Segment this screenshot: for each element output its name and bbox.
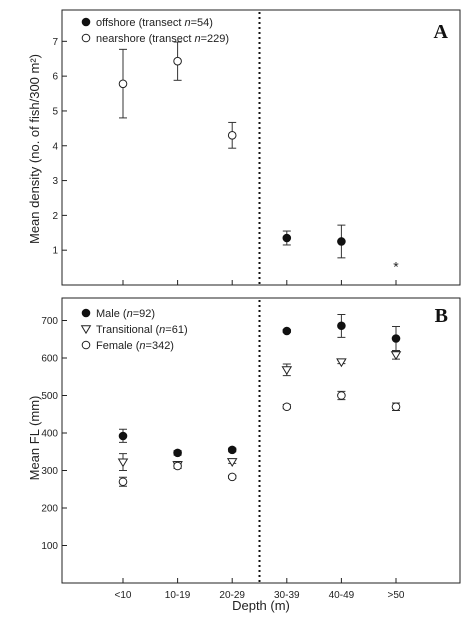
panel-b-y-tick-label-4: 500 [41, 391, 58, 402]
panel-b-legend-marker-2 [81, 340, 91, 350]
panel-b-series-2-point-4 [337, 391, 346, 400]
panel-b-y-tick-label-0: 100 [41, 541, 58, 552]
panel-b-legend: Male (n=92) Transitional (n=61) Female (n=… [80, 308, 188, 352]
panel-b-frame [61, 297, 461, 584]
panel-a-series-1-point-1 [173, 56, 182, 66]
panel-a-series-1-point-0 [118, 79, 128, 89]
panel-b-legend-marker-1 [80, 325, 92, 335]
panel-b-y-tick-label-1: 200 [41, 504, 58, 515]
panel-a-y-tick-label-5: 6 [52, 72, 58, 83]
panel-b-series-0-point-4 [337, 321, 346, 331]
panel-b-series-0-point-2 [227, 445, 237, 455]
panel-b-series-1-point-3 [281, 366, 293, 376]
x-axis-title: Depth (m) [232, 598, 290, 613]
panel-b-series-2-point-1 [173, 461, 182, 471]
panel-b-marks [117, 314, 402, 487]
panel-a-legend-label-0: offshore (transect n=54) [96, 17, 213, 29]
panel-b: 100 200 300 400 500 600 700 <10 10-19 20-29 30-39… [27, 297, 461, 613]
panel-a-y-tick-label-6: 7 [52, 37, 58, 48]
x-tick-label-0: <10 [115, 590, 132, 601]
panel-b-x-ticks: <10 10-19 20-29 30-39 40-49 >50 [115, 578, 405, 601]
panel-b-series-2-point-3 [282, 402, 292, 412]
panel-b-letter: B [435, 305, 448, 327]
panel-a-legend-label-1: nearshore (transect n=229) [96, 33, 229, 45]
panel-b-series-1-point-4 [336, 358, 347, 368]
panel-a-frame [61, 9, 461, 286]
panel-b-legend-marker-0 [81, 308, 91, 318]
panel-a-series-0-point-1 [337, 237, 346, 246]
panel-a-annotation-0: * [393, 258, 399, 274]
panel-a-x-ticks [122, 280, 397, 285]
panel-a-y-tick-label-0: 1 [52, 246, 58, 257]
x-tick-label-4: 40-49 [329, 590, 355, 601]
panel-b-series-1-point-0 [117, 458, 129, 468]
x-tick-label-3: 30-39 [274, 590, 300, 601]
panel-b-series-2-point-2 [227, 472, 237, 482]
panel-b-y-tick-label-6: 700 [41, 316, 58, 327]
panel-a-legend: offshore (transect n=54) nearshore (trans… [81, 17, 229, 45]
panel-b-y-tick-label-5: 600 [41, 354, 58, 365]
x-tick-label-2: 20-29 [219, 590, 245, 601]
panel-a-y-tick-label-1: 2 [52, 211, 58, 222]
panel-a-legend-marker-1 [81, 33, 91, 43]
x-tick-label-1: 10-19 [165, 590, 191, 601]
panel-b-series-0-point-3 [282, 326, 292, 336]
panel-b-legend-label-0: Male (n=92) [96, 308, 155, 320]
panel-a-y-tick-label-3: 4 [52, 141, 58, 152]
panel-b-y-tick-label-3: 400 [41, 429, 58, 440]
panel-a-legend-marker-0 [81, 17, 91, 27]
panel-a-y-tick-label-4: 5 [52, 106, 58, 117]
x-tick-label-5: >50 [388, 590, 405, 601]
panel-a-series-0-point-0 [282, 233, 292, 243]
panel-a-letter: A [434, 21, 449, 43]
panel-a: 1 2 3 4 5 6 7 * A Mean density (no. of fish/30… [27, 9, 461, 286]
panel-b-series-1-point-5 [390, 351, 402, 361]
panel-a-y-ticks: 1 2 3 4 5 6 7 [52, 37, 67, 257]
panel-b-series-0-point-1 [173, 448, 182, 458]
panel-a-y-tick-label-2: 3 [52, 176, 58, 187]
panel-b-legend-label-1: Transitional (n=61) [96, 324, 188, 336]
panel-b-series-2-point-0 [118, 477, 128, 487]
panel-a-marks: * [118, 41, 399, 274]
panel-a-y-axis-title: Mean density (no. of fish/300 m²) [27, 54, 42, 244]
panel-b-series-0-point-6 [391, 334, 401, 343]
panel-a-series-1-point-2 [227, 131, 237, 140]
panel-b-y-ticks: 100 200 300 400 500 600 700 [41, 316, 67, 552]
panel-b-legend-label-2: Female (n=342) [96, 340, 174, 352]
panel-b-series-1-point-2 [226, 458, 238, 468]
panel-b-y-axis-title: Mean FL (mm) [27, 396, 42, 481]
panel-b-series-2-point-5 [391, 402, 401, 412]
panel-b-series-0-point-0 [118, 431, 128, 441]
panel-b-y-tick-label-2: 300 [41, 466, 58, 477]
